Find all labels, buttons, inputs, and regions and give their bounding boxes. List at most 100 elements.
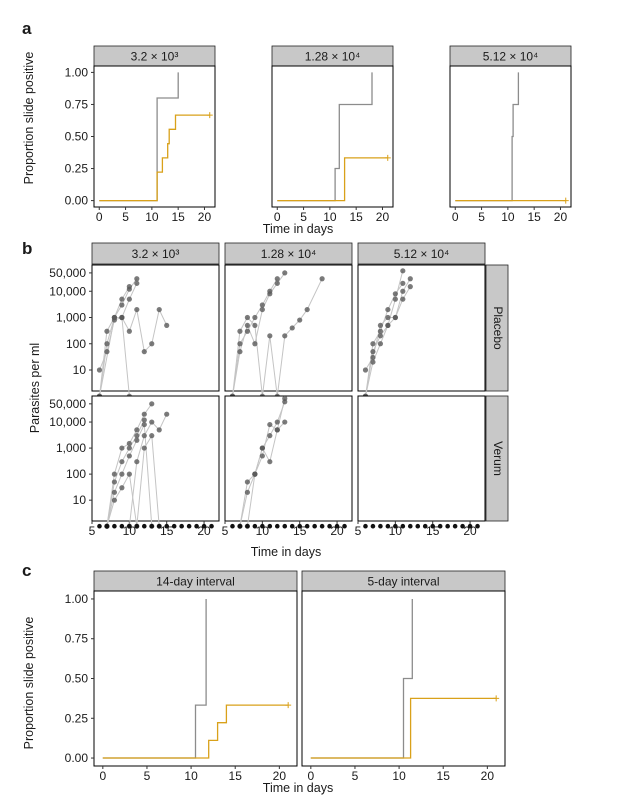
zero-point [127, 523, 132, 529]
x-tick-label: 15 [171, 210, 185, 224]
y-tick-label: 0.00 [65, 751, 89, 765]
x-tick-label: 5 [222, 524, 229, 538]
parasite-point [267, 433, 273, 439]
zero-point [452, 523, 458, 529]
parasite-point [237, 328, 243, 334]
parasite-point [274, 280, 280, 286]
x-tick-label: 15 [437, 769, 451, 783]
parasite-point [377, 322, 384, 329]
y-tick-label: 100 [66, 467, 86, 481]
x-tick-label: 5 [300, 210, 307, 224]
parasite-point [400, 268, 406, 274]
x-tick-label: 10 [389, 524, 403, 538]
x-tick-label: 0 [99, 769, 106, 783]
parasite-point [259, 453, 265, 459]
parasite-point [134, 280, 140, 286]
x-tick-label: 15 [426, 524, 440, 538]
parasite-point [126, 453, 132, 459]
parasite-point [377, 341, 384, 347]
parasite-point [267, 291, 273, 297]
parasite-point [252, 322, 258, 329]
parasite-point [407, 284, 413, 290]
facet-strip-b-row-1 [485, 395, 509, 522]
parasite-point [104, 349, 110, 355]
y-tick-label: 1,000 [56, 441, 86, 455]
parasite-point [259, 302, 265, 308]
zero-point [378, 523, 383, 529]
zero-point [164, 523, 170, 529]
panel-c-ylabel: Proportion slide positive [22, 617, 36, 750]
parasite-point [126, 471, 132, 477]
parasite-point [141, 445, 147, 451]
plot-frame-b-0-1 [224, 264, 353, 392]
parasite-point [252, 471, 258, 477]
zero-point [237, 523, 243, 529]
parasite-point [119, 459, 125, 465]
x-tick-label: 15 [229, 769, 243, 783]
x-tick-label: 5 [144, 769, 151, 783]
parasite-point [126, 445, 132, 451]
x-tick-label: 20 [273, 769, 287, 783]
x-tick-label: 5 [355, 524, 362, 538]
y-tick-label: 0.50 [65, 130, 89, 144]
facet-strip-label: 1.28 × 10⁴ [305, 50, 361, 64]
panel-a-xlabel: Time in days [263, 222, 333, 236]
parasite-point [252, 341, 258, 347]
zero-point [171, 523, 177, 529]
parasite-point [149, 433, 155, 439]
y-tick-label: 10 [73, 363, 87, 377]
zero-point [334, 523, 340, 529]
parasite-point [164, 322, 170, 329]
parasite-point [126, 284, 132, 290]
parasite-point [319, 276, 325, 282]
x-tick-label: 20 [330, 524, 344, 538]
parasite-point [274, 276, 280, 282]
censor-mark [493, 695, 500, 702]
zero-point [437, 523, 443, 529]
facet-strip-label: 14-day interval [156, 575, 235, 589]
parasite-point [111, 479, 118, 485]
panel-c-xlabel: Time in days [263, 781, 333, 795]
x-tick-label: 0 [452, 210, 459, 224]
parasite-point [149, 401, 155, 407]
x-tick-label: 0 [96, 210, 103, 224]
x-tick-label: 10 [501, 210, 515, 224]
zero-point [194, 523, 199, 529]
facet-strip-b-col-1 [224, 242, 353, 265]
x-tick-label: 20 [554, 210, 568, 224]
parasite-point [156, 306, 162, 313]
x-tick-label: 20 [481, 769, 495, 783]
y-tick-label: 1.00 [65, 592, 89, 606]
parasite-point [259, 306, 265, 313]
parasite-point [141, 411, 147, 417]
zero-point [119, 523, 125, 529]
x-tick-label: 10 [256, 524, 270, 538]
zero-point [342, 523, 347, 529]
y-tick-label: 0.75 [65, 97, 89, 111]
zero-point [363, 523, 368, 529]
facet-strip-label: 5-day interval [367, 575, 439, 589]
parasite-point [244, 479, 251, 485]
plot-frame-a-1 [271, 65, 394, 208]
x-tick-label: 0 [307, 769, 314, 783]
zero-point [297, 523, 303, 529]
parasite-point [111, 489, 118, 495]
zero-point [370, 523, 376, 529]
parasite-point [156, 427, 162, 433]
parasite-point [126, 296, 132, 302]
facet-strip-label: 5.12 × 10⁴ [483, 50, 539, 64]
parasite-point [149, 419, 155, 425]
parasite-point [111, 314, 118, 321]
zero-point [319, 523, 325, 529]
x-tick-label: 10 [392, 769, 406, 783]
zero-point [475, 523, 480, 529]
plot-frame-b-1-2 [357, 395, 486, 522]
parasite-point [392, 314, 398, 321]
km-line-verum [277, 157, 388, 202]
plot-frame-a-2 [449, 65, 572, 208]
x-tick-label: 15 [527, 210, 541, 224]
zero-point [201, 523, 207, 529]
zero-point [282, 523, 288, 529]
parasite-point [377, 333, 384, 339]
parasite-track [246, 401, 286, 527]
